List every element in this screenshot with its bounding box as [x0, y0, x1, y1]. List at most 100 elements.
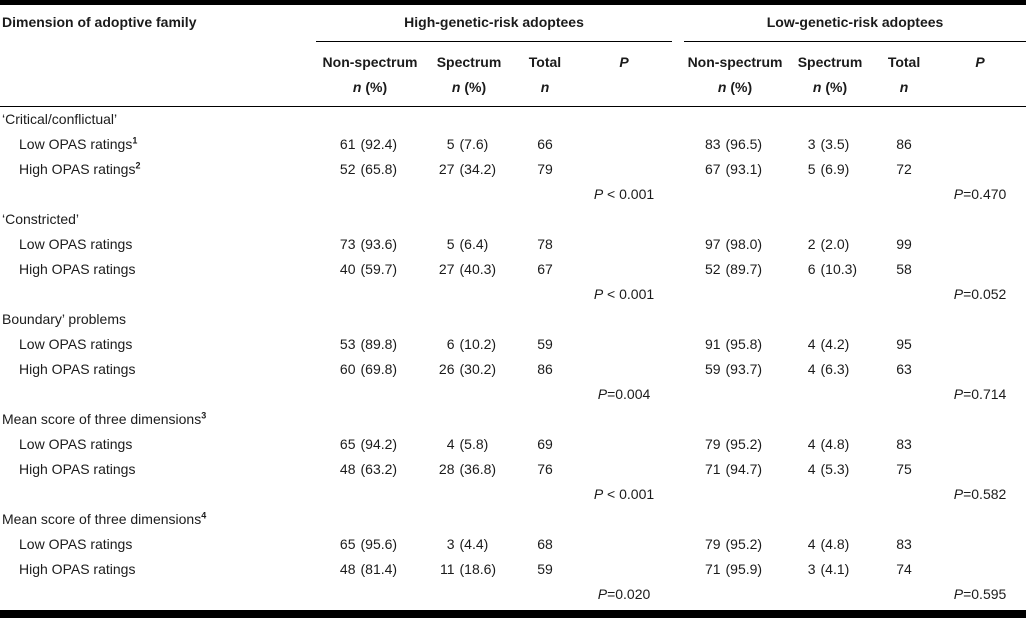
- cell-low-p: [934, 332, 1026, 357]
- section-label: Boundary’ problems: [2, 310, 126, 327]
- pvalue-row: P < 0.001 P=0.470: [0, 182, 1026, 207]
- cell-low-total: [874, 582, 934, 607]
- row-label: Low OPAS ratings: [19, 435, 133, 452]
- data-row: High OPAS ratings 48 (63.2) 28 (36.8) 76 71 (94…: [0, 457, 1026, 482]
- count-value: 27: [438, 160, 455, 177]
- data-row: Low OPAS ratings 73 (93.6) 5 (6.4) 78 97 (98.0)…: [0, 232, 1026, 257]
- pvalue-row: P < 0.001 P=0.052: [0, 282, 1026, 307]
- column-gap: [672, 41, 685, 107]
- percent-value: (4.2): [820, 335, 850, 352]
- section-row: Boundary’ problems: [0, 307, 1026, 332]
- count-value: 53: [339, 335, 356, 352]
- footnote-marker: 1: [132, 134, 138, 145]
- cell-low-total: [874, 482, 934, 507]
- column-header-row: Non-spectrum n (%) Spectrum n (%) Total …: [0, 41, 1026, 107]
- cell-high-nonspectrum: 52 (65.8): [316, 157, 424, 182]
- row-label: [0, 482, 316, 507]
- cell-high-p: [576, 157, 672, 182]
- col-header-high-p: P: [576, 41, 673, 107]
- percent-value: (2.0): [820, 235, 850, 252]
- count-value: 28: [438, 460, 455, 477]
- row-label: [0, 282, 316, 307]
- row-label: High OPAS ratings2: [19, 159, 141, 177]
- cell-high-total: 79: [537, 160, 553, 177]
- cell-low-spectrum: 2 (2.0): [786, 232, 874, 257]
- section-label: Mean score of three dimensions4: [2, 509, 207, 527]
- count-value: 52: [339, 160, 356, 177]
- cell-low-nonspectrum: 97 (98.0): [684, 232, 786, 257]
- cell-high-spectrum: 5 (7.6): [424, 132, 514, 157]
- table-body: ‘Critical/conflictual’ Low OPAS ratings1 6…: [0, 106, 1026, 607]
- cell-low-spectrum: 5 (6.9): [786, 157, 874, 182]
- data-row: High OPAS ratings2 52 (65.8) 27 (34.2) 79 67 (9…: [0, 157, 1026, 182]
- column-gap: [672, 557, 684, 582]
- cell-low-p: [934, 457, 1026, 482]
- percent-value: (94.2): [360, 435, 398, 452]
- percent-value: (6.9): [820, 160, 850, 177]
- cell-high-spectrum: 4 (5.8): [424, 432, 514, 457]
- cell-high-nonspectrum: 61 (92.4): [316, 132, 424, 157]
- count-value: 6: [446, 335, 455, 352]
- cell-high-total: [514, 382, 576, 407]
- count-value: 6: [807, 260, 816, 277]
- cell-low-nonspectrum: 71 (95.9): [684, 557, 786, 582]
- column-gap: [672, 332, 684, 357]
- count-value: 73: [339, 235, 356, 252]
- count-value: 27: [438, 260, 455, 277]
- cell-high-nonspectrum: 48 (63.2): [316, 457, 424, 482]
- cell-high-total: [514, 582, 576, 607]
- cell-low-total: 83: [896, 435, 912, 452]
- percent-value: (96.5): [725, 135, 763, 152]
- cell-low-nonspectrum: 52 (89.7): [684, 257, 786, 282]
- count-value: 5: [446, 235, 455, 252]
- cell-high-nonspectrum: 65 (95.6): [316, 532, 424, 557]
- cell-high-total: 69: [537, 435, 553, 452]
- percent-value: (4.8): [820, 535, 850, 552]
- cell-high-total: 68: [537, 535, 553, 552]
- cell-high-total: 66: [537, 135, 553, 152]
- group-header-low-risk: Low-genetic-risk adoptees: [684, 5, 1026, 42]
- count-value: 91: [704, 335, 721, 352]
- table-header: Dimension of adoptive family High-geneti…: [0, 5, 1026, 107]
- cell-high-spectrum: 6 (10.2): [424, 332, 514, 357]
- col-header-low-nonspectrum: Non-spectrum n (%): [684, 41, 787, 107]
- row-label: High OPAS ratings: [19, 360, 136, 377]
- p-value-high: P=0.020: [597, 585, 651, 602]
- cell-low-nonspectrum: [684, 382, 786, 407]
- cell-low-p: [934, 232, 1026, 257]
- percent-value: (69.8): [360, 360, 398, 377]
- cell-low-p: [934, 157, 1026, 182]
- cell-high-nonspectrum: [316, 382, 424, 407]
- percent-value: (93.1): [725, 160, 763, 177]
- percent-value: (59.7): [360, 260, 398, 277]
- cell-low-nonspectrum: [684, 482, 786, 507]
- row-label: High OPAS ratings: [19, 460, 136, 477]
- cell-high-p: [576, 457, 672, 482]
- cell-low-p: [934, 257, 1026, 282]
- column-gap: [672, 132, 684, 157]
- col-header-low-p: P: [934, 41, 1026, 107]
- percent-value: (95.6): [360, 535, 398, 552]
- cell-low-spectrum: [786, 582, 874, 607]
- cell-low-p: [934, 532, 1026, 557]
- cell-high-p: [576, 557, 672, 582]
- cell-high-nonspectrum: 53 (89.8): [316, 332, 424, 357]
- count-value: 71: [704, 460, 721, 477]
- cell-low-total: [874, 182, 934, 207]
- percent-value: (40.3): [459, 260, 497, 277]
- column-gap: [672, 257, 684, 282]
- cell-low-nonspectrum: [684, 282, 786, 307]
- data-row: Low OPAS ratings 65 (95.6) 3 (4.4) 68 79 (95.2)…: [0, 532, 1026, 557]
- percent-value: (93.7): [725, 360, 763, 377]
- cell-high-total: 86: [537, 360, 553, 377]
- cell-low-p: [934, 357, 1026, 382]
- cell-low-nonspectrum: 83 (96.5): [684, 132, 786, 157]
- count-value: 4: [807, 535, 816, 552]
- data-row: Low OPAS ratings 53 (89.8) 6 (10.2) 59 91 (95.8…: [0, 332, 1026, 357]
- cell-high-spectrum: 27 (40.3): [424, 257, 514, 282]
- cell-high-spectrum: [424, 382, 514, 407]
- cell-high-p: [576, 357, 672, 382]
- cell-high-p: [576, 257, 672, 282]
- percent-value: (81.4): [360, 560, 398, 577]
- cell-low-spectrum: [786, 482, 874, 507]
